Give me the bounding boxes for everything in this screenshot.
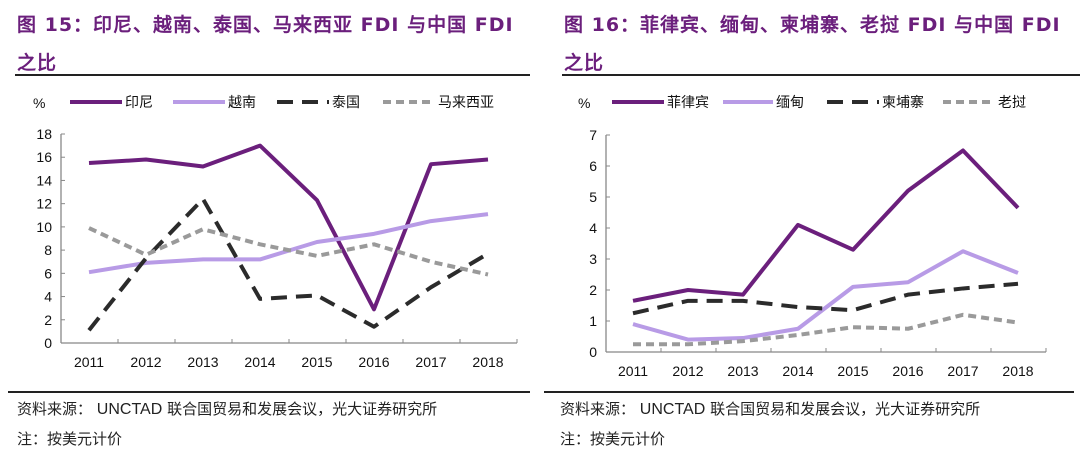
x-tick-label: 2018	[1002, 363, 1033, 379]
note-line: 注：按美元计价	[560, 430, 666, 448]
y-tick-label: 7	[589, 127, 597, 143]
y-tick-label: 5	[589, 189, 597, 205]
x-tick-label: 2015	[837, 363, 868, 379]
series-line-2	[632, 249, 1019, 342]
source-line: 资料来源： UNCTAD 联合国贸易和发展会议，光大证券研究所	[560, 398, 980, 419]
y-tick-label: 4	[589, 220, 597, 236]
chart-figure-16: % 0 1 2 3 4 5 6 7 2011 2012 2013 2014 2015 2016 2017 201…	[578, 94, 1047, 379]
chart-figure-15: % 0 2 4 6 8 10 12 14 16 18 2011 2012 2013 2014 2015 2016…	[33, 94, 518, 370]
x-tick-label: 2013	[187, 354, 218, 370]
y-tick-label: 8	[44, 242, 52, 258]
source-rest: 联合国贸易和发展会议，光大证券研究所	[167, 400, 438, 418]
y-tick-label: 1	[589, 313, 597, 329]
x-tick-label: 2017	[947, 363, 978, 379]
x-tick-label: 2016	[892, 363, 923, 379]
y-tick-label: 6	[44, 265, 52, 281]
y-tick-label: 16	[36, 149, 52, 165]
series-line-1	[88, 143, 489, 312]
source-divider	[544, 391, 1074, 393]
y-tick-label: 10	[36, 219, 52, 235]
y-tick-label: 12	[36, 196, 52, 212]
legend-label: 越南	[228, 94, 256, 110]
title-divider	[562, 74, 1080, 76]
x-tick-label: 2014	[782, 363, 813, 379]
x-tick-label: 2011	[618, 363, 648, 379]
x-tick-label: 2015	[301, 354, 332, 370]
figure-title: 图 15：印尼、越南、泰国、马来西亚 FDI 与中国 FDI 之比	[17, 14, 514, 74]
source-divider	[8, 391, 530, 393]
legend-label: 印尼	[125, 94, 153, 110]
y-tick-label: 2	[589, 282, 597, 298]
figure-16-panel: 图 16：菲律宾、缅甸、柬埔寨、老挝 FDI 与中国 FDI 之比 % 0 1 2 3 4…	[540, 0, 1080, 453]
legend-label: 老挝	[998, 94, 1026, 110]
title-divider	[15, 74, 530, 76]
series-line-4	[88, 226, 489, 277]
y-tick-label: 0	[44, 335, 52, 351]
series-line-3	[632, 281, 1019, 316]
legend-label: 泰国	[332, 94, 360, 110]
legend-label: 缅甸	[776, 94, 804, 110]
note-line: 注：按美元计价	[17, 430, 123, 448]
x-tick-label: 2012	[130, 354, 161, 370]
x-tick-label: 2014	[244, 354, 275, 370]
y-tick-label: 6	[589, 158, 597, 174]
source-rest: 联合国贸易和发展会议，光大证券研究所	[710, 400, 981, 418]
figure-title: 图 16：菲律宾、缅甸、柬埔寨、老挝 FDI 与中国 FDI 之比	[564, 14, 1061, 74]
source-org: UNCTAD	[96, 401, 163, 418]
y-tick-label: 4	[44, 289, 52, 305]
x-tick-label: 2011	[74, 354, 104, 370]
series-line-1	[632, 148, 1020, 303]
y-tick-label: 0	[589, 344, 597, 360]
x-tick-label: 2013	[727, 363, 758, 379]
y-tick-label: 2	[44, 312, 52, 328]
legend-label: 马来西亚	[438, 94, 494, 110]
x-tick-label: 2018	[472, 354, 503, 370]
legend-label: 柬埔寨	[882, 94, 924, 110]
series-line-2	[88, 212, 489, 275]
series-line-3	[87, 197, 490, 332]
source-org: UNCTAD	[639, 401, 706, 418]
x-tick-label: 2012	[672, 363, 703, 379]
figure-15-panel: 图 15：印尼、越南、泰国、马来西亚 FDI 与中国 FDI 之比 % 0 2 4 6 8…	[8, 14, 530, 448]
y-tick-label: 14	[36, 172, 52, 188]
y-unit-label: %	[578, 95, 590, 111]
y-tick-label: 3	[589, 251, 597, 267]
y-unit-label: %	[33, 95, 45, 111]
x-tick-label: 2016	[358, 354, 389, 370]
source-line: 资料来源： UNCTAD 联合国贸易和发展会议，光大证券研究所	[17, 398, 437, 419]
legend-label: 菲律宾	[667, 94, 709, 110]
source-prefix: 资料来源：	[17, 400, 93, 418]
source-prefix: 资料来源：	[560, 400, 636, 418]
y-tick-label: 18	[36, 126, 52, 142]
x-tick-label: 2017	[415, 354, 446, 370]
